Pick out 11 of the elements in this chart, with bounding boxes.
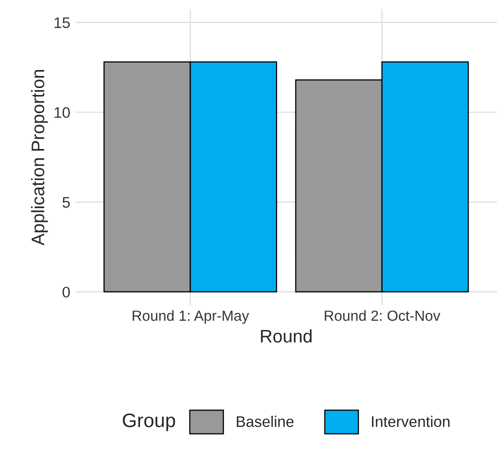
y-tick-label: 0 [62, 286, 70, 298]
legend-label: Baseline [236, 416, 294, 428]
y-axis-title: Application Proportion [31, 70, 48, 246]
y-tick-label: 10 [54, 107, 70, 118]
legend-label: Intervention [372, 416, 450, 428]
x-axis-title: Round [261, 329, 312, 343]
x-tick-label: Round 2: Oct-Nov [324, 310, 440, 321]
legend-title: Group [122, 413, 176, 432]
y-tick-label: 5 [62, 197, 70, 208]
x-tick-label: Round 1: Apr-May [132, 310, 250, 324]
y-tick-label: 15 [54, 17, 70, 28]
